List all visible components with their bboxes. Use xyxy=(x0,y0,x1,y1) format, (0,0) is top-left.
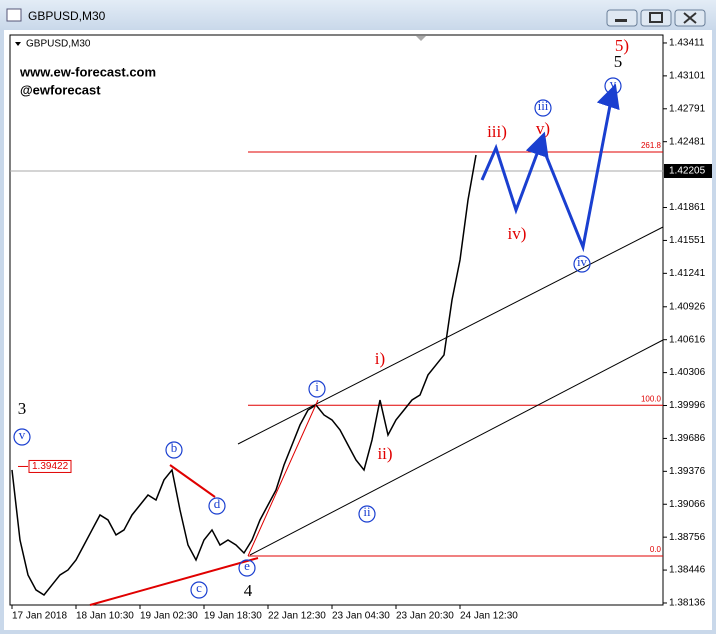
window-buttons[interactable] xyxy=(606,9,706,27)
wave-label: 3 xyxy=(18,399,27,418)
current-price-label: 1.42205 xyxy=(669,166,706,177)
minimize-button[interactable] xyxy=(606,9,638,27)
y-tick-label: 1.41551 xyxy=(669,235,706,246)
y-tick-label: 1.39686 xyxy=(669,433,706,444)
wave-label: iv) xyxy=(508,224,527,243)
wave-label: ii xyxy=(363,504,371,519)
maximize-icon xyxy=(649,12,663,23)
wave-label: v xyxy=(19,427,26,442)
label-circle xyxy=(238,559,256,577)
projection-path xyxy=(480,94,614,253)
window-title: GBPUSD,M30 xyxy=(28,9,106,23)
y-tick-label: 1.38756 xyxy=(669,532,706,543)
label-circle xyxy=(358,505,376,523)
x-tick-label: 23 Jan 04:30 xyxy=(332,611,390,622)
wave-label: b xyxy=(171,440,178,455)
wave-label: c xyxy=(196,580,202,595)
projection-arrow xyxy=(525,131,549,159)
current-price-box xyxy=(664,163,712,178)
price-marker-label: 1.39422 xyxy=(32,461,69,472)
wave-label: e xyxy=(244,558,250,573)
wave-label: 5 xyxy=(614,52,623,71)
y-tick-label: 1.39066 xyxy=(669,499,706,510)
label-circle xyxy=(13,428,31,446)
y-tick-label: 1.38136 xyxy=(669,598,706,609)
y-tick-label: 1.42481 xyxy=(669,136,706,147)
y-tick-label: 1.41241 xyxy=(669,268,706,279)
wave-label: ii) xyxy=(377,444,392,463)
x-tick-label: 17 Jan 2018 xyxy=(12,611,67,622)
plot-frame xyxy=(9,34,664,606)
label-circle xyxy=(534,99,552,117)
wave-label: 5) xyxy=(615,36,629,55)
y-tick-label: 1.40926 xyxy=(669,301,706,312)
fib-level-label: 261.8 xyxy=(641,141,662,150)
label-circle xyxy=(165,441,183,459)
window-icon xyxy=(6,8,22,22)
x-tick-label: 19 Jan 02:30 xyxy=(140,611,198,622)
x-tick-label: 23 Jan 20:30 xyxy=(396,611,454,622)
y-tick-label: 1.43411 xyxy=(669,38,705,49)
wave-label: i xyxy=(315,379,319,394)
label-circle xyxy=(190,581,208,599)
label-circle xyxy=(604,77,622,95)
watermark: www.ew-forecast.com xyxy=(19,64,156,79)
wave-label: iii) xyxy=(487,122,507,141)
label-circle xyxy=(208,497,226,515)
chart-background xyxy=(4,30,712,630)
fib-level-label: 0.0 xyxy=(650,545,662,554)
channel-line xyxy=(249,339,664,556)
y-tick-label: 1.40616 xyxy=(669,334,706,345)
scroll-marker xyxy=(416,36,426,41)
y-tick-label: 1.43101 xyxy=(669,71,706,82)
x-tick-label: 18 Jan 10:30 xyxy=(76,611,134,622)
wave-label: 4 xyxy=(244,581,253,600)
projection-arrow xyxy=(596,83,620,111)
chart-title: GBPUSD,M30 xyxy=(26,39,91,50)
wave-label: v xyxy=(610,76,617,91)
close-icon xyxy=(683,12,697,24)
label-circle xyxy=(308,380,326,398)
fib-level-label: 100.0 xyxy=(641,394,662,403)
symbol-arrow xyxy=(15,42,21,46)
trend-line xyxy=(89,557,259,606)
y-tick-label: 1.40306 xyxy=(669,367,706,378)
wave-label: d xyxy=(214,496,221,511)
wave-label: iv xyxy=(577,254,588,269)
trend-line xyxy=(247,399,319,557)
price-marker-box xyxy=(28,459,72,473)
maximize-button[interactable] xyxy=(640,9,672,27)
wave-label: iii xyxy=(538,98,549,113)
y-tick-label: 1.39376 xyxy=(669,466,706,477)
watermark: @ewforecast xyxy=(20,82,101,97)
x-tick-label: 22 Jan 12:30 xyxy=(268,611,326,622)
minimize-icon xyxy=(615,19,627,22)
title-bar xyxy=(0,0,716,30)
y-tick-label: 1.42791 xyxy=(669,103,706,114)
x-tick-label: 19 Jan 18:30 xyxy=(204,611,262,622)
y-tick-label: 1.38446 xyxy=(669,565,706,576)
wave-label: v) xyxy=(536,119,550,138)
channel-line xyxy=(237,226,664,445)
wave-label: i) xyxy=(375,349,385,368)
price-line xyxy=(11,154,477,597)
x-tick-label: 24 Jan 12:30 xyxy=(460,611,518,622)
trend-line xyxy=(169,464,216,498)
y-tick-label: 1.41861 xyxy=(669,202,706,213)
label-circle xyxy=(573,255,591,273)
y-tick-label: 1.39996 xyxy=(669,400,706,411)
